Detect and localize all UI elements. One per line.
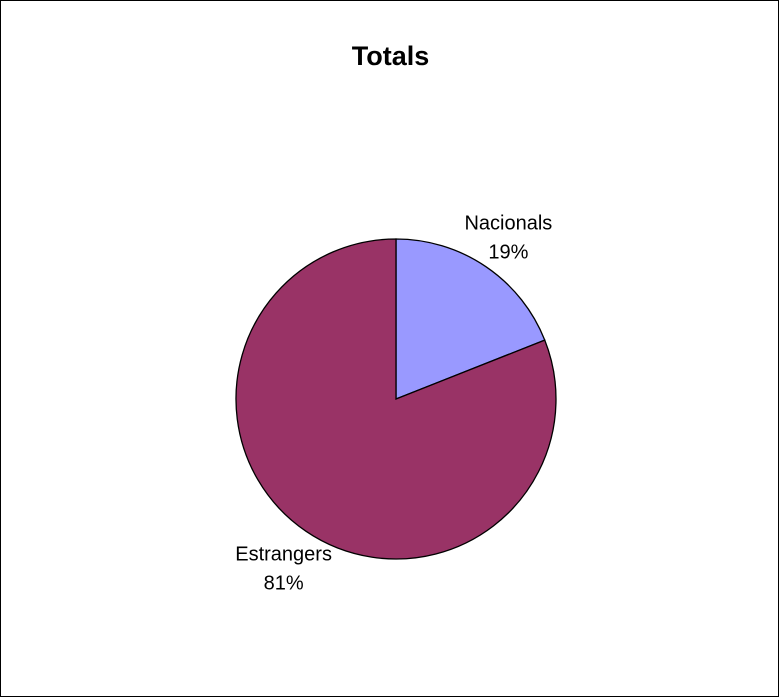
slice-percent-nacionals: 19% [488, 242, 528, 264]
chart-title: Totals [351, 41, 430, 71]
slice-label-estrangers: Estrangers [235, 543, 332, 565]
slice-label-nacionals: Nacionals [464, 213, 552, 235]
pie-labels: Nacionals 19% Estrangers 81% [235, 213, 552, 595]
pie-slice-estrangers [235, 238, 557, 560]
pie-slices [235, 238, 557, 560]
slice-percent-estrangers: 81% [264, 572, 304, 594]
pie-slice-nacionals [395, 238, 546, 400]
